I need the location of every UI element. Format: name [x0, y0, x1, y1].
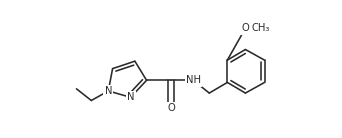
Text: N: N: [105, 86, 112, 96]
Text: O: O: [167, 103, 175, 113]
Text: N: N: [127, 92, 134, 102]
Text: CH₃: CH₃: [252, 23, 270, 33]
Text: NH: NH: [186, 75, 201, 85]
Text: O: O: [241, 23, 249, 33]
